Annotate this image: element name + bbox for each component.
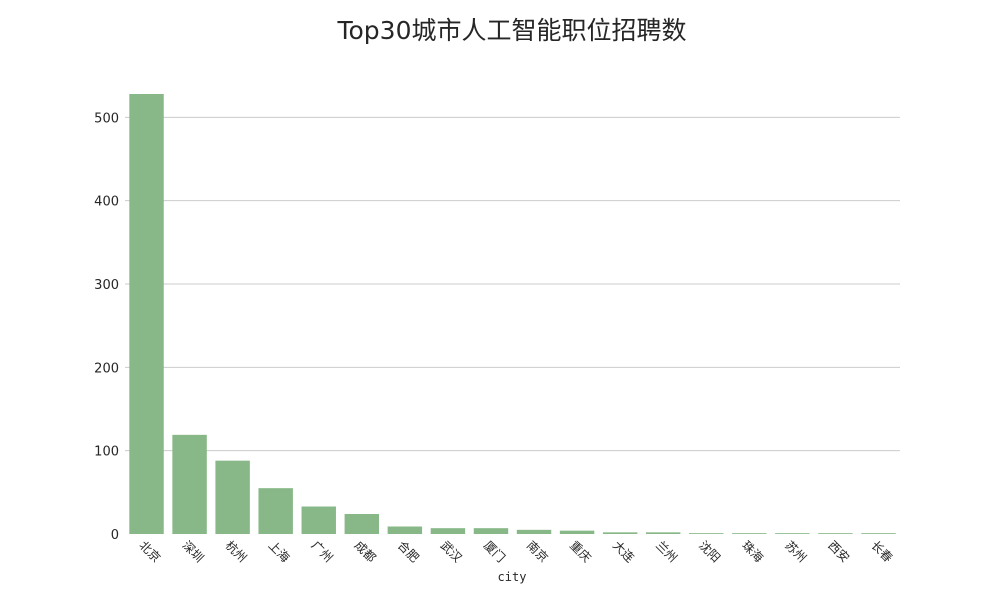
- gridlines: [125, 116, 900, 452]
- y-tick-label: 300: [94, 278, 119, 293]
- x-tick-label: 南京: [524, 538, 552, 566]
- bar-0: [129, 94, 164, 534]
- x-tick-label: 深圳: [179, 538, 206, 565]
- x-tick-label: 兰州: [653, 538, 680, 565]
- x-tick-label: 苏州: [782, 538, 809, 565]
- bar-3: [258, 488, 293, 534]
- x-tick-label: 珠海: [739, 538, 767, 566]
- x-axis-ticks: 北京 深圳 杭州 上海 广州 成都 合肥 武汉 厦门 南京 重庆 大连 兰州 沈阳 珠海 苏州 西安 长春: [136, 538, 895, 566]
- x-tick-label: 沈阳: [696, 538, 724, 566]
- chart-title: Top30城市人工智能职位招聘数: [336, 16, 686, 45]
- bar-4: [301, 506, 336, 534]
- y-tick-label: 400: [94, 195, 119, 210]
- bar-2: [215, 460, 250, 534]
- bar-1: [172, 434, 207, 534]
- bar-7: [430, 528, 466, 534]
- bar-15: [775, 533, 810, 534]
- x-tick-label: 成都: [352, 538, 379, 565]
- y-tick-label: 200: [94, 361, 119, 376]
- x-axis-label: city: [498, 570, 527, 584]
- bar-11: [602, 532, 638, 534]
- y-axis-ticks: 0 100 200 300 400 500: [94, 111, 119, 543]
- x-tick-label: 合肥: [395, 538, 423, 566]
- x-tick-label: 长春: [868, 538, 895, 565]
- bar-10: [559, 530, 595, 534]
- x-tick-label: 杭州: [223, 538, 251, 566]
- bar-5: [344, 514, 380, 534]
- bar-16: [818, 533, 853, 534]
- bars: [129, 94, 896, 534]
- x-tick-label: 上海: [266, 538, 294, 566]
- y-tick-label: 500: [94, 111, 119, 126]
- x-tick-label: 重庆: [567, 538, 594, 565]
- x-tick-label: 北京: [136, 538, 163, 565]
- bar-17: [861, 533, 896, 534]
- x-tick-label: 广州: [309, 538, 336, 565]
- bar-6: [387, 526, 423, 534]
- bar-9: [516, 529, 552, 534]
- y-tick-label: 100: [94, 445, 119, 460]
- x-tick-label: 厦门: [481, 538, 509, 566]
- x-tick-label: 武汉: [438, 538, 465, 565]
- y-tick-label: 0: [111, 528, 119, 543]
- x-tick-label: 大连: [610, 538, 638, 566]
- bar-13: [689, 533, 724, 534]
- bar-12: [645, 532, 681, 534]
- bar-14: [732, 533, 767, 534]
- x-tick-label: 西安: [825, 538, 853, 566]
- bar-8: [473, 528, 509, 534]
